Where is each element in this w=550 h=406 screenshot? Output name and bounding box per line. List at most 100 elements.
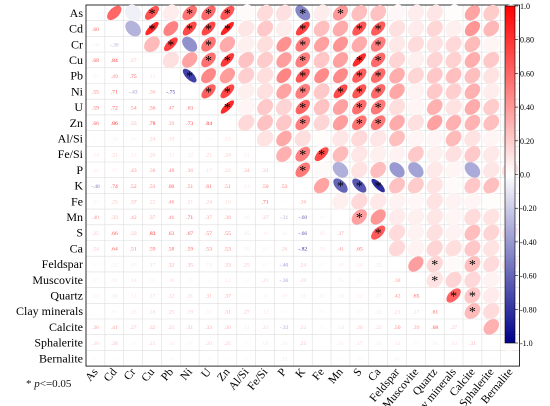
colorbar-tick-label: -0.60 [520,272,537,281]
cell-8-21 [482,130,500,147]
correlation-ellipse [426,193,443,210]
correlation-ellipse [407,146,424,163]
correlation-ellipse [388,20,406,37]
correlation-value: -.40 [279,262,288,268]
correlation-ellipse [445,83,462,100]
correlation-value: .04 [167,356,174,362]
cell-6-9 [257,99,274,116]
correlation-ellipse [407,208,425,226]
correlation-ellipse [313,130,330,147]
correlation-ellipse [407,20,425,37]
correlation-value: .10 [262,231,269,237]
cell-11-13: * [333,178,348,195]
correlation-value: .12 [356,294,363,300]
cell-13-19 [445,208,462,226]
correlation-value: .22 [148,199,155,205]
correlation-ellipse [408,256,424,272]
cell-0-11: * [295,5,311,22]
cell-6-7: * [220,100,235,116]
row-label: Muscovite [32,273,83,287]
cell-6-12 [313,99,330,115]
correlation-ellipse [220,21,234,36]
significance-marker: * [356,23,363,38]
correlation-ellipse [388,4,406,22]
correlation-ellipse [426,177,443,194]
correlation-ellipse [275,114,292,131]
correlation-value: .02 [299,356,306,362]
correlation-value: .59 [186,247,193,253]
cell-8-18 [426,130,444,147]
cell-0-6: * [201,5,216,22]
correlation-ellipse [370,4,387,21]
cell-15-16 [388,240,406,257]
correlation-ellipse [445,67,462,84]
correlation-value: .25 [92,231,99,237]
correlation-ellipse [370,52,386,68]
correlation-value: .20 [148,152,155,158]
row-label: Clay minerals [16,304,83,318]
correlation-value: .25 [167,325,174,331]
correlation-value: .06 [186,137,193,143]
cell-3-18 [426,51,443,69]
correlation-ellipse [351,130,368,147]
correlation-value: .25 [111,199,118,205]
correlation-value: .08 [111,278,118,284]
correlation-ellipse [220,84,235,99]
correlation-value: .52 [130,184,137,190]
correlation-value: .58 [167,247,174,253]
correlation-ellipse [483,319,500,335]
correlation-ellipse [445,177,462,194]
correlation-value: .14 [130,278,137,284]
correlation-value: .27 [243,309,250,315]
correlation-value: .17 [205,168,212,174]
correlation-value: .04 [318,325,325,331]
cell-8-15 [369,130,387,147]
cell-2-16 [388,36,406,53]
correlation-ellipse [464,5,481,21]
correlation-ellipse [369,193,387,210]
correlation-value: .51 [148,184,155,190]
colorbar-tick-label: -0.80 [520,305,537,314]
correlation-value: .57 [205,231,212,237]
cell-1-4 [163,21,179,36]
cell-1-11: * [295,21,310,38]
correlation-ellipse [464,67,481,84]
correlation-ellipse [332,192,349,210]
correlation-value: .12 [262,309,269,315]
cell-3-14: * [352,53,366,69]
significance-marker: * [299,85,306,100]
cell-3-7: * [220,53,235,69]
correlation-value: -.66 [298,231,307,237]
cell-10-12 [313,161,330,179]
correlation-ellipse [464,303,481,320]
correlation-ellipse [351,4,368,21]
cell-4-11: * [295,68,310,85]
correlation-value: .74 [111,184,118,190]
cell-13-18 [426,208,443,226]
correlation-value: .02 [130,356,137,362]
colorbar-tick-label: 1.0 [520,2,530,11]
correlation-value: .07 [92,74,99,80]
correlation-value: .36 [299,199,306,205]
cell-0-10 [275,4,293,21]
correlation-ellipse [201,68,216,84]
cell-1-19 [445,20,462,37]
correlation-value: .13 [130,152,137,158]
cell-2-8 [237,35,255,53]
correlation-ellipse [238,20,255,37]
significance-marker: * [205,7,212,22]
cell-7-12 [313,114,330,131]
correlation-value: .06 [262,294,269,300]
colorbar-tick-label: 0.40 [520,103,534,112]
correlation-ellipse [295,162,311,178]
correlation-value: .41 [337,247,344,253]
correlation-value: .67 [186,231,193,237]
significance-marker: * [375,117,382,132]
correlation-value: .14 [356,262,363,268]
correlation-value: .17 [148,262,155,268]
cell-5-6: * [201,84,216,100]
correlation-ellipse [332,115,349,131]
correlation-value: .02 [469,356,476,362]
correlation-ellipse [483,20,500,37]
correlation-value: .11 [337,341,344,347]
